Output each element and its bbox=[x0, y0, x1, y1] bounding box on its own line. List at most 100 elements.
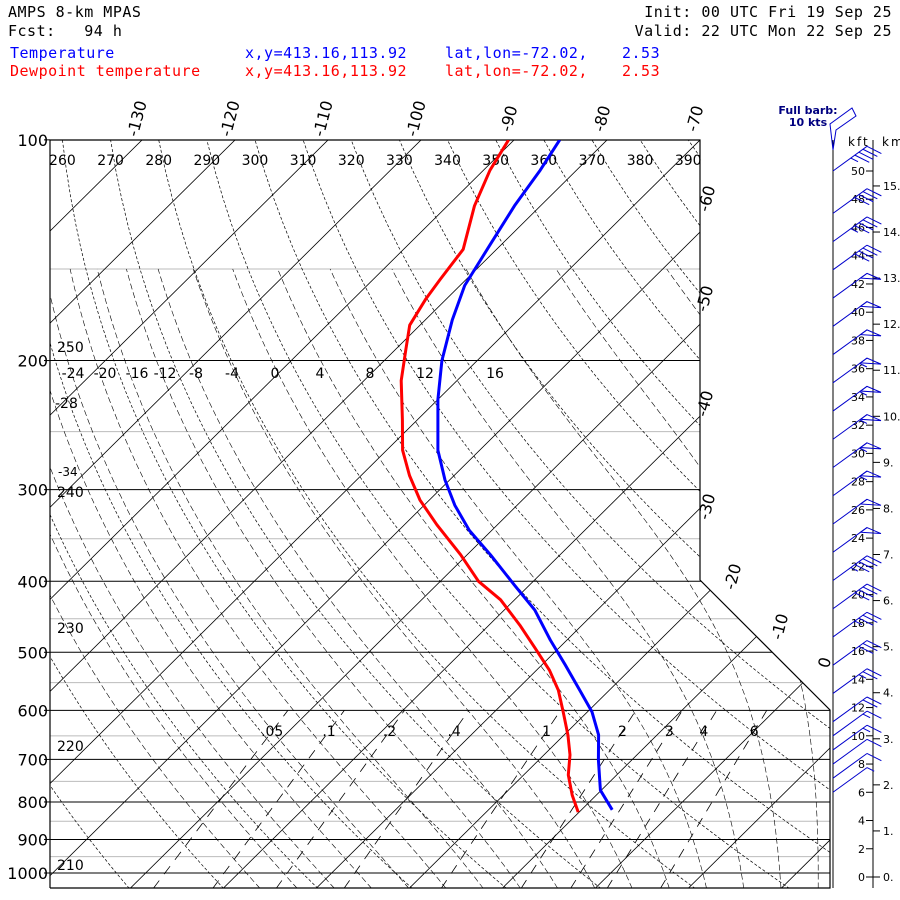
wind-barb-feather bbox=[862, 191, 878, 200]
wind-barb bbox=[832, 724, 882, 751]
wind-barb-shaft bbox=[832, 145, 868, 172]
wind-barb-shaft bbox=[832, 216, 868, 243]
wind-barb-shaft bbox=[832, 767, 868, 793]
wind-barb-feather bbox=[866, 640, 882, 649]
kft-tick-label: 36 bbox=[851, 363, 865, 376]
dry-adiabat-left-label: 220 bbox=[57, 739, 84, 755]
dry-adiabat-label: 330 bbox=[386, 153, 413, 169]
kft-tick-label: 4 bbox=[858, 815, 865, 828]
wind-barb bbox=[832, 301, 882, 327]
wind-barb-feather bbox=[866, 753, 882, 762]
dry-adiabat-label: 340 bbox=[434, 153, 461, 169]
moist-adiabat-label: -4 bbox=[225, 366, 239, 382]
dry-adiabat-label: 290 bbox=[193, 153, 220, 169]
wind-barb-half-feather bbox=[850, 157, 859, 163]
wind-barb-pennant bbox=[859, 470, 882, 478]
km-tick-label: 11. bbox=[883, 364, 900, 377]
dry-adiabat-label: 360 bbox=[530, 153, 557, 169]
wind-barb-feather bbox=[858, 617, 874, 626]
wind-barb bbox=[832, 414, 882, 440]
kft-tick-label: 48 bbox=[851, 193, 865, 206]
pressure-tick-label: 500 bbox=[17, 643, 48, 662]
dewpoint-line bbox=[399, 140, 580, 813]
legend-dewpoint-lon: 2.53 bbox=[622, 62, 661, 80]
isotherm-label: -30 bbox=[694, 491, 719, 521]
model-title: AMPS 8-km MPAS bbox=[8, 3, 142, 21]
wind-barb bbox=[832, 710, 882, 737]
moist-adiabat-label: 4 bbox=[316, 366, 325, 382]
isotherm-label: -10 bbox=[767, 611, 792, 641]
wind-barb-feather bbox=[862, 247, 878, 256]
moist-adiabat-line bbox=[277, 268, 670, 888]
isotherm-label: -120 bbox=[216, 99, 244, 139]
km-tick-label: 3. bbox=[883, 733, 894, 746]
isotherm-line bbox=[50, 140, 642, 888]
wind-barb-feather bbox=[862, 586, 878, 595]
km-tick-label: 6. bbox=[883, 595, 894, 608]
kft-tick-label: 18 bbox=[851, 617, 865, 630]
wind-barb-pennant bbox=[859, 329, 882, 337]
wind-barb-pennant bbox=[859, 301, 882, 309]
isotherm-label: -130 bbox=[123, 99, 151, 139]
wind-barb-feather bbox=[858, 589, 874, 598]
dry-adiabat-label: 280 bbox=[145, 153, 172, 169]
wind-barb-half-feather bbox=[862, 727, 871, 733]
dry-adiabat-left-label: 240 bbox=[57, 485, 84, 501]
mixing-ratio-label: 2 bbox=[618, 724, 627, 740]
pressure-tick-label: 1000 bbox=[7, 864, 48, 883]
axis-labels: .05.1.2.4 1 2 3 4 610020030040050060070080090… bbox=[7, 99, 835, 883]
isotherm-label: 0 bbox=[814, 655, 835, 670]
moist-adiabat-line bbox=[50, 268, 335, 888]
kft-tick-label: 42 bbox=[851, 278, 865, 291]
kft-tick-label: 46 bbox=[851, 221, 865, 234]
moist-adiabat-left-label: -34 bbox=[58, 465, 78, 479]
dry-adiabat-line bbox=[687, 140, 830, 888]
wind-barb bbox=[832, 498, 882, 525]
wind-barb-feather bbox=[866, 555, 882, 564]
km-tick-label: 0. bbox=[883, 871, 894, 884]
mixing-ratio-label: .2 bbox=[383, 724, 396, 740]
kft-tick-label: 8 bbox=[858, 758, 865, 771]
moist-adiabat-label: 12 bbox=[416, 366, 434, 382]
isotherm-line bbox=[780, 140, 830, 888]
wind-barb-feather bbox=[854, 564, 870, 573]
kft-tick-label: 28 bbox=[851, 476, 865, 489]
moist-adiabat-line bbox=[232, 268, 633, 888]
wind-barb-shaft bbox=[832, 753, 868, 779]
wind-barb-half-feather bbox=[859, 362, 868, 368]
wind-barb-feather bbox=[858, 222, 874, 231]
wind-barb-half-feather bbox=[859, 475, 868, 481]
isotherm-line bbox=[50, 140, 735, 888]
wind-barb-half-feather bbox=[866, 767, 875, 772]
wind-barb bbox=[832, 668, 882, 694]
dry-adiabat-line bbox=[50, 140, 224, 888]
dry-adiabat-line bbox=[158, 140, 696, 888]
wind-barb-feather bbox=[854, 197, 870, 206]
wind-barb-pennant bbox=[859, 272, 882, 280]
isotherm-label: -40 bbox=[692, 388, 717, 418]
mixing-ratio-label: 4 bbox=[699, 724, 708, 740]
moist-adiabat-line bbox=[157, 268, 559, 888]
legend-temperature: Temperature bbox=[10, 44, 115, 62]
moist-adiabat-line bbox=[69, 268, 447, 888]
pressure-tick-label: 600 bbox=[17, 701, 48, 720]
pressure-tick-label: 200 bbox=[17, 352, 48, 371]
dry-adiabat-left-label: 210 bbox=[57, 858, 84, 874]
isotherm-line bbox=[222, 140, 830, 888]
pressure-tick-label: 700 bbox=[17, 750, 48, 769]
wind-barb-shaft bbox=[832, 611, 868, 638]
wind-barb-shaft bbox=[832, 640, 868, 666]
isotherm-label: -90 bbox=[496, 103, 521, 133]
wind-barb-feather bbox=[854, 253, 870, 262]
wind-barb-feather bbox=[866, 216, 882, 225]
dry-adiabat-label: 320 bbox=[338, 153, 365, 169]
isotherm-line bbox=[408, 140, 830, 888]
kft-tick-label: 38 bbox=[851, 334, 865, 347]
dry-adiabat-label: 380 bbox=[627, 153, 654, 169]
forecast-hour: Fcst: 94 h bbox=[8, 22, 123, 40]
km-tick-label: 4. bbox=[883, 687, 894, 700]
wind-barb bbox=[832, 385, 882, 412]
mixing-ratio-line bbox=[212, 710, 345, 888]
wind-barb-shaft bbox=[832, 188, 868, 214]
